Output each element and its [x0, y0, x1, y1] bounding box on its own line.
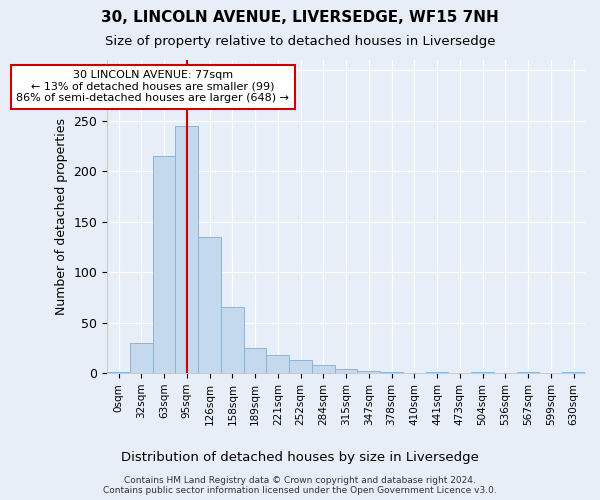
Bar — [266, 355, 289, 373]
Bar — [312, 365, 335, 373]
Bar — [153, 156, 175, 373]
Bar — [244, 348, 266, 373]
Bar — [426, 372, 448, 373]
Text: Contains public sector information licensed under the Open Government Licence v3: Contains public sector information licen… — [103, 486, 497, 495]
Bar — [221, 308, 244, 373]
Text: Contains HM Land Registry data © Crown copyright and database right 2024.: Contains HM Land Registry data © Crown c… — [124, 476, 476, 485]
Y-axis label: Number of detached properties: Number of detached properties — [55, 118, 68, 315]
Bar — [380, 372, 403, 373]
Bar — [562, 372, 585, 373]
Text: Distribution of detached houses by size in Liversedge: Distribution of detached houses by size … — [121, 451, 479, 464]
Bar — [471, 372, 494, 373]
Bar — [358, 371, 380, 373]
Bar — [335, 369, 358, 373]
Text: Size of property relative to detached houses in Liversedge: Size of property relative to detached ho… — [105, 35, 495, 48]
Bar — [175, 126, 198, 373]
Bar — [517, 372, 539, 373]
Bar — [107, 372, 130, 373]
Text: 30, LINCOLN AVENUE, LIVERSEDGE, WF15 7NH: 30, LINCOLN AVENUE, LIVERSEDGE, WF15 7NH — [101, 10, 499, 25]
Bar — [198, 237, 221, 373]
Bar — [289, 360, 312, 373]
Bar — [130, 343, 153, 373]
Text: 30 LINCOLN AVENUE: 77sqm
← 13% of detached houses are smaller (99)
86% of semi-d: 30 LINCOLN AVENUE: 77sqm ← 13% of detach… — [16, 70, 289, 103]
